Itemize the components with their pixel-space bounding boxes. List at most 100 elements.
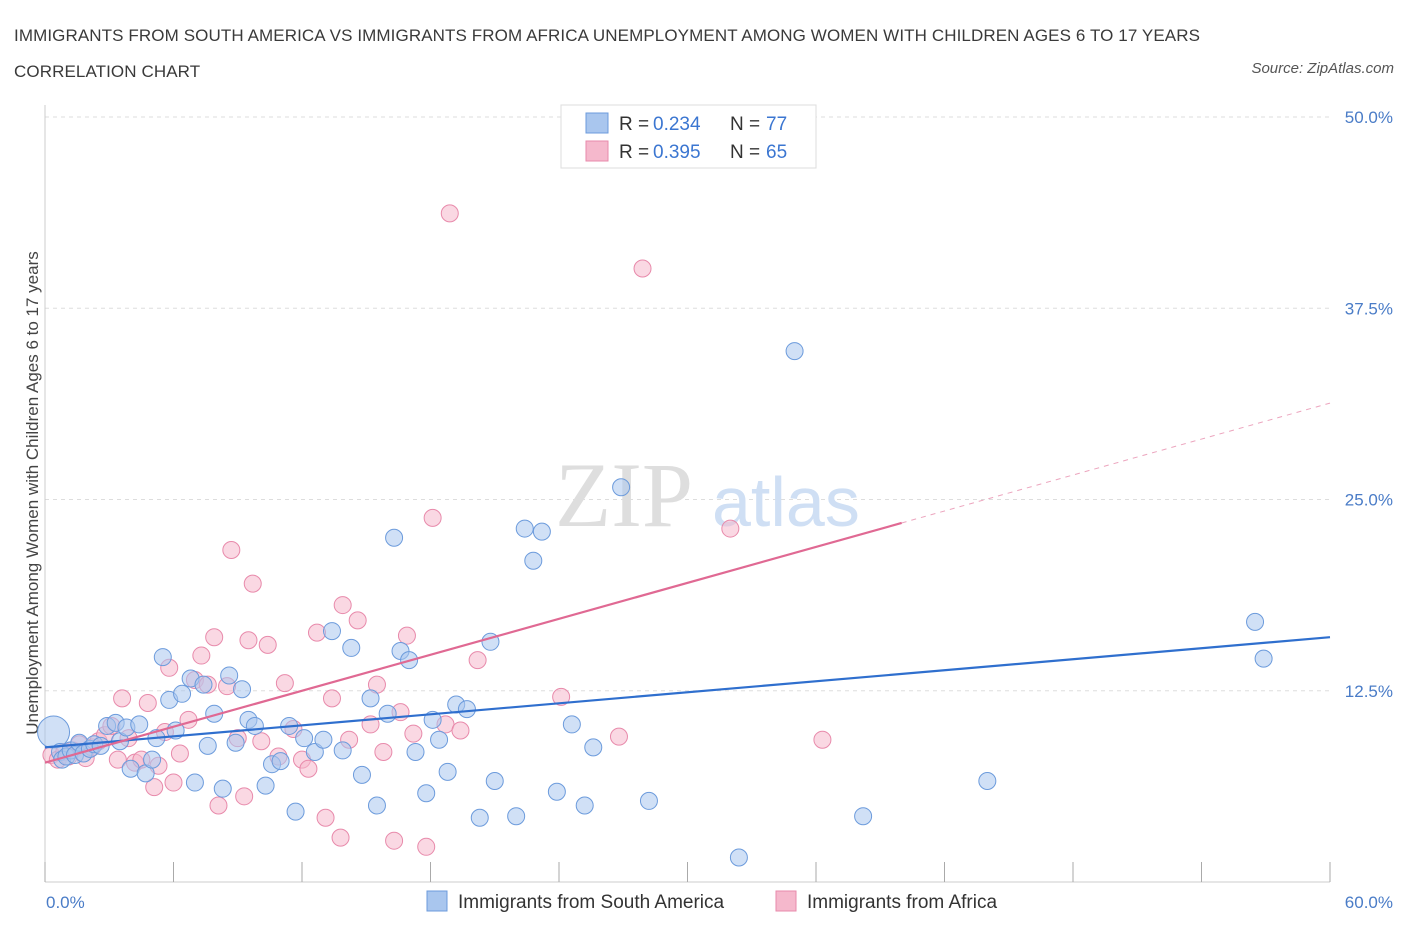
y-axis-title: Unemployment Among Women with Children A… [23, 251, 42, 735]
africa-point-41 [299, 759, 318, 778]
south-america-point-39 [286, 802, 305, 821]
africa-point-48 [348, 611, 367, 630]
south-america-point-66 [532, 522, 551, 541]
x-tick-labels: 0.0% 60.0% [46, 893, 1393, 912]
south-america-point-68 [562, 715, 581, 734]
south-america-trend-line [44, 636, 1331, 749]
south-america-point-60 [470, 808, 489, 827]
source-label: Source: ZipAtlas.com [1251, 60, 1394, 77]
y-tick-labels: 12.5% 25.0% 37.5% 50.0% [1345, 108, 1393, 701]
south-america-point-57 [438, 762, 457, 781]
south-america-point-69 [575, 796, 594, 815]
africa-point-55 [404, 724, 423, 743]
africa-point-28 [209, 796, 228, 815]
bottom-legend-blue-label: Immigrants from South America [458, 892, 725, 913]
africa-trend-line [44, 521, 902, 764]
south-america-point-15 [121, 759, 140, 778]
africa-point-30 [222, 540, 241, 559]
south-america-point-47 [361, 689, 380, 708]
trend-lines [44, 402, 1331, 764]
africa-point-52 [385, 831, 404, 850]
south-america-point-43 [322, 622, 341, 641]
series-south-america-points [37, 342, 1273, 867]
south-america-point-35 [256, 776, 275, 795]
south-america-point-16 [130, 715, 149, 734]
legend-blue-r-label: R = [619, 114, 649, 135]
x-tick-label-min: 0.0% [46, 893, 85, 912]
south-america-point-29 [213, 779, 232, 798]
y-tick-label-0: 12.5% [1345, 682, 1393, 701]
south-america-point-50 [385, 528, 404, 547]
legend-pink-n-label: N = [730, 142, 760, 163]
y-tick-label-1: 25.0% [1345, 491, 1393, 510]
south-america-point-71 [612, 478, 631, 497]
south-america-point-59 [457, 700, 476, 719]
y-tick-label-2: 37.5% [1345, 299, 1393, 318]
legend-pink-n-value: 65 [766, 142, 787, 163]
south-america-point-72 [639, 791, 658, 810]
grid-lines [45, 116, 1330, 692]
south-america-point-65 [524, 551, 543, 570]
south-america-point-73 [729, 848, 748, 867]
africa-point-32 [235, 787, 254, 806]
africa-trend-line-extension [901, 402, 1331, 524]
bottom-legend: Immigrants from South America Immigrants… [426, 890, 997, 913]
africa-point-34 [243, 574, 262, 593]
legend-pink-r-label: R = [619, 142, 649, 163]
bottom-legend-pink-swatch [775, 890, 797, 912]
south-america-point-30 [220, 666, 239, 685]
south-america-point-0 [37, 715, 71, 749]
south-america-point-26 [194, 675, 213, 694]
africa-point-25 [192, 646, 211, 665]
south-america-point-46 [352, 765, 371, 784]
legend-blue-n-label: N = [730, 114, 760, 135]
south-america-point-70 [584, 738, 603, 757]
south-america-point-37 [271, 752, 290, 771]
africa-point-51 [374, 742, 393, 761]
africa-point-11 [108, 750, 127, 769]
south-america-point-67 [547, 782, 566, 801]
south-america-point-64 [515, 519, 534, 538]
africa-point-42 [307, 623, 326, 642]
africa-point-64 [633, 259, 652, 278]
south-america-point-48 [367, 796, 386, 815]
south-america-point-18 [143, 750, 162, 769]
africa-point-35 [252, 732, 271, 751]
bottom-legend-blue-swatch [426, 890, 448, 912]
south-america-point-62 [485, 772, 504, 791]
south-america-point-32 [233, 680, 252, 699]
south-america-point-63 [507, 807, 526, 826]
africa-point-12 [113, 689, 132, 708]
africa-point-27 [205, 628, 224, 647]
africa-point-61 [468, 651, 487, 670]
south-america-point-56 [430, 730, 449, 749]
x-tick-label-max: 60.0% [1345, 893, 1393, 912]
south-america-point-41 [305, 742, 324, 761]
africa-point-60 [451, 721, 470, 740]
africa-point-66 [813, 730, 832, 749]
africa-point-45 [331, 828, 350, 847]
south-america-point-25 [185, 773, 204, 792]
legend-pink-r-value: 0.395 [653, 142, 701, 163]
africa-point-38 [275, 674, 294, 693]
legend-blue-swatch [585, 112, 609, 134]
south-america-point-20 [153, 648, 172, 667]
south-america-point-40 [295, 729, 314, 748]
chart-title: IMMIGRANTS FROM SOUTH AMERICA VS IMMIGRA… [14, 26, 1201, 81]
africa-point-33 [239, 631, 258, 650]
africa-point-16 [138, 693, 157, 712]
south-america-point-42 [314, 730, 333, 749]
africa-point-17 [145, 778, 164, 797]
y-tick-label-3: 50.0% [1345, 108, 1393, 127]
legend: R = 0.234 N = 77 R = 0.395 N = 65 [560, 104, 817, 169]
africa-point-22 [170, 744, 189, 763]
africa-point-21 [164, 773, 183, 792]
bottom-legend-pink-label: Immigrants from Africa [807, 892, 997, 913]
south-america-point-74 [785, 342, 804, 361]
south-america-point-54 [417, 784, 436, 803]
africa-point-59 [440, 204, 459, 223]
africa-point-54 [397, 626, 416, 645]
south-america-point-34 [245, 716, 264, 735]
legend-pink-swatch [585, 140, 609, 162]
